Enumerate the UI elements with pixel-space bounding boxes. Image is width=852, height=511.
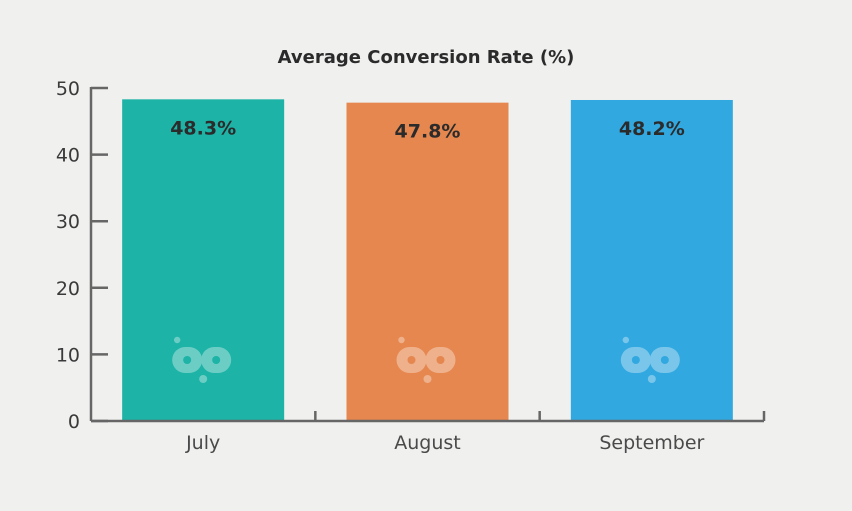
x-tick-label-september: September xyxy=(599,432,704,454)
axes-group xyxy=(89,87,766,423)
y-tick-label-50: 50 xyxy=(56,78,80,100)
y-tick-label-30: 30 xyxy=(56,211,80,233)
x-tick-label-july: July xyxy=(185,432,220,454)
bar-july xyxy=(122,99,285,422)
data-label-september: 48.2% xyxy=(619,118,685,140)
y-tick-label-40: 40 xyxy=(56,145,80,167)
bars-group: 48.3% 47.8% 48.2% xyxy=(122,99,733,422)
y-tick-label-0: 0 xyxy=(68,411,80,433)
x-tick-label-august: August xyxy=(394,432,461,454)
bp-logo-icon xyxy=(396,336,456,383)
bp-logo-icon xyxy=(172,336,232,383)
chart-title: Average Conversion Rate (%) xyxy=(278,47,575,68)
x-axis-labels: July August September xyxy=(185,432,704,454)
data-label-august: 47.8% xyxy=(395,121,461,143)
data-label-july: 48.3% xyxy=(170,117,236,139)
bar-august xyxy=(346,102,509,421)
y-tick-label-10: 10 xyxy=(56,344,80,366)
bar-september xyxy=(570,99,733,421)
y-axis-ticks: 0 10 20 30 40 50 xyxy=(56,78,108,433)
bp-logo-icon xyxy=(620,336,680,383)
y-tick-label-20: 20 xyxy=(56,278,80,300)
